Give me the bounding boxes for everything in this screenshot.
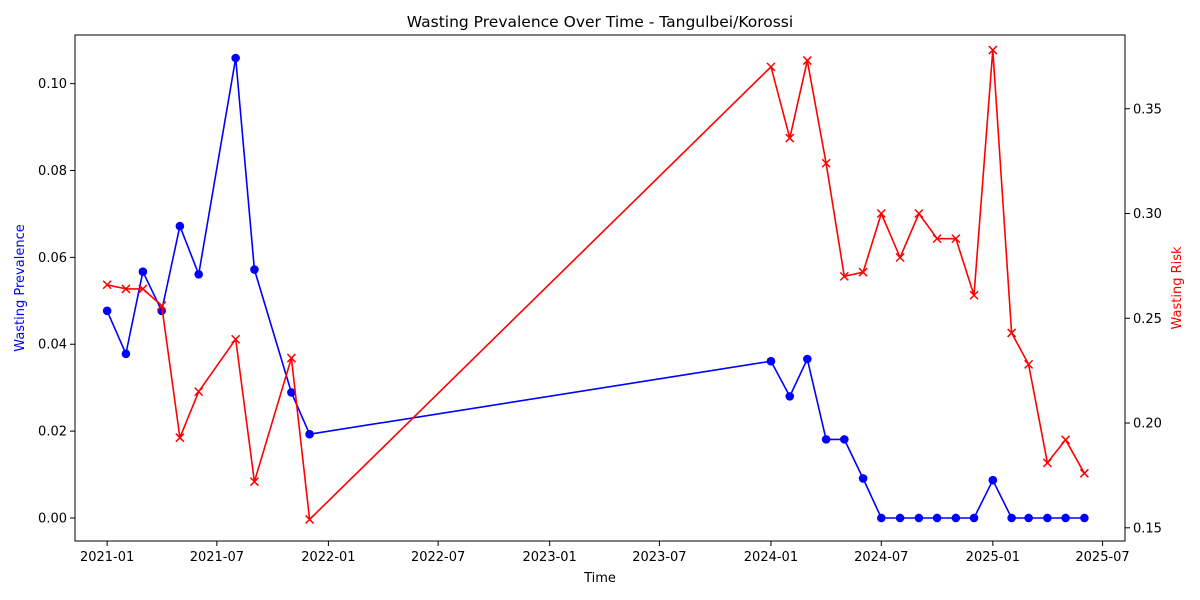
x-tick-label: 2022-07 bbox=[411, 550, 465, 565]
wasting-prevalence-point bbox=[840, 435, 849, 444]
wasting-risk-point bbox=[951, 234, 961, 244]
x-tick-label: 2023-01 bbox=[523, 550, 577, 565]
wasting-risk-point bbox=[1007, 328, 1017, 338]
y-right-tick-label: 0.20 bbox=[1133, 417, 1162, 432]
y-right-tick-label: 0.25 bbox=[1133, 312, 1162, 327]
wasting-risk-point bbox=[1042, 458, 1052, 468]
wasting-risk-point bbox=[249, 477, 259, 487]
wasting-risk-point bbox=[305, 514, 315, 524]
wasting-prevalence-point bbox=[194, 270, 203, 279]
wasting-risk-point bbox=[839, 271, 849, 281]
y-left-tick-label: 0.06 bbox=[38, 251, 67, 266]
wasting-risk-point bbox=[102, 280, 112, 290]
wasting-risk-point bbox=[802, 56, 812, 66]
plot-area bbox=[74, 34, 1126, 542]
x-axis-title: Time bbox=[583, 571, 616, 586]
wasting-prevalence-point bbox=[1043, 513, 1052, 523]
x-tick-label: 2025-07 bbox=[1075, 550, 1129, 565]
y-axis-right-title: Wasting Risk bbox=[1170, 246, 1185, 330]
wasting-prevalence-point bbox=[121, 349, 131, 359]
wasting-prevalence-point bbox=[766, 356, 776, 366]
wasting-risk-point bbox=[821, 158, 831, 168]
wasting-risk-point bbox=[785, 133, 795, 143]
wasting-prevalence-point bbox=[914, 513, 924, 523]
wasting-risk-point bbox=[1079, 468, 1089, 478]
y-axis-right: 0.15 0.20 0.25 0.30 0.35 bbox=[1125, 102, 1162, 536]
wasting-risk-point bbox=[969, 290, 979, 300]
wasting-prevalence-point bbox=[969, 513, 979, 523]
y-right-tick-label: 0.35 bbox=[1133, 102, 1162, 117]
y-axis-left: 0.00 0.02 0.04 0.06 0.08 0.10 bbox=[38, 77, 75, 526]
wasting-prevalence-point bbox=[876, 513, 886, 523]
wasting-prevalence-point bbox=[932, 513, 942, 523]
wasting-prevalence-point bbox=[951, 513, 961, 523]
wasting-risk-point bbox=[766, 62, 776, 72]
wasting-prevalence-point bbox=[1080, 513, 1089, 523]
x-tick-label: 2025-01 bbox=[966, 550, 1020, 565]
wasting-risk-point bbox=[286, 353, 296, 363]
y-right-tick-label: 0.30 bbox=[1133, 207, 1162, 222]
wasting-risk-point bbox=[858, 267, 868, 277]
wasting-risk-point bbox=[988, 45, 998, 55]
y-left-tick-label: 0.04 bbox=[38, 338, 67, 353]
wasting-risk-point bbox=[121, 284, 131, 294]
wasting-risk-point bbox=[895, 252, 905, 263]
wasting-risk-line bbox=[106, 49, 1086, 521]
wasting-prevalence-point bbox=[858, 474, 868, 483]
y-axis-left-title: Wasting Prevalence bbox=[13, 224, 28, 351]
wasting-risk-point bbox=[175, 433, 185, 443]
x-tick-label: 2024-07 bbox=[854, 550, 908, 565]
x-tick-label: 2021-01 bbox=[80, 550, 134, 565]
y-right-tick-label: 0.15 bbox=[1133, 521, 1162, 536]
wasting-prevalence-point bbox=[102, 306, 112, 316]
wasting-prevalence-point bbox=[287, 388, 296, 397]
wasting-prevalence-point bbox=[895, 513, 905, 523]
plot-frame bbox=[74, 34, 1126, 542]
y-left-tick-label: 0.02 bbox=[38, 425, 67, 440]
x-tick-label: 2024-01 bbox=[744, 550, 798, 565]
y-left-tick-label: 0.00 bbox=[38, 511, 67, 526]
wasting-prevalence-point bbox=[1024, 513, 1033, 523]
wasting-prevalence-point bbox=[1007, 513, 1016, 523]
wasting-risk-point bbox=[1024, 359, 1034, 369]
x-axis: 2021-01 2021-07 2022-01 2022-07 2023-01 2023-… bbox=[80, 541, 1130, 565]
wasting-risk-point bbox=[194, 387, 204, 397]
wasting-prevalence-point bbox=[305, 429, 314, 439]
wasting-prevalence-point bbox=[988, 475, 998, 485]
x-tick-label: 2022-01 bbox=[301, 550, 355, 565]
wasting-risk-point bbox=[932, 234, 942, 244]
chart-title: Wasting Prevalence Over Time - Tangulbei… bbox=[407, 13, 793, 31]
wasting-prevalence-point bbox=[250, 265, 259, 274]
wasting-prevalence-point bbox=[231, 53, 240, 63]
wasting-prevalence-point bbox=[175, 221, 185, 231]
y-left-tick-label: 0.08 bbox=[38, 164, 67, 179]
wasting-risk-point bbox=[157, 301, 167, 311]
wasting-risk-point bbox=[231, 334, 241, 344]
series-layer bbox=[102, 45, 1089, 524]
wasting-prevalence-point bbox=[785, 392, 795, 401]
wasting-prevalence-line bbox=[106, 57, 1085, 519]
wasting-risk-point bbox=[914, 208, 924, 219]
wasting-prevalence-point bbox=[821, 435, 831, 444]
wasting-prevalence-point bbox=[1061, 513, 1070, 523]
y-left-tick-label: 0.10 bbox=[38, 77, 67, 92]
wasting-prevalence-point bbox=[138, 267, 148, 277]
wasting-prevalence-point bbox=[803, 354, 812, 364]
x-tick-label: 2021-07 bbox=[190, 550, 244, 565]
x-tick-label: 2023-07 bbox=[632, 550, 686, 565]
wasting-risk-point bbox=[138, 284, 148, 294]
wasting-risk-point bbox=[1061, 435, 1071, 445]
wasting-risk-point bbox=[876, 208, 886, 219]
